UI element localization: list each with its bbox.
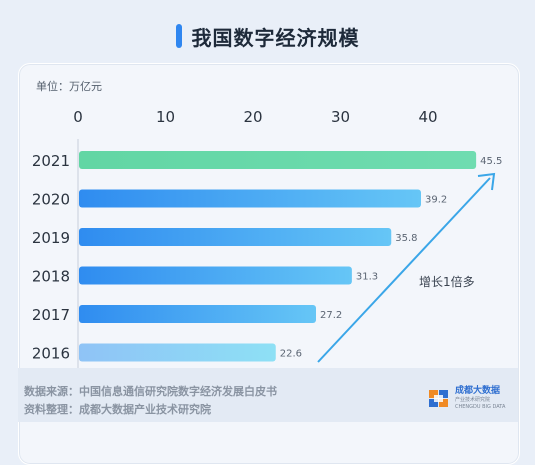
category-label: 2017 [32, 306, 70, 324]
title-area: 我国数字经济规模 [0, 18, 535, 54]
value-label: 39.2 [425, 195, 447, 206]
category-labels: 2021 2020 2019 2018 2017 2016 [32, 152, 70, 363]
category-label: 2019 [32, 229, 70, 247]
logo: 成都大数据 产业技术研究院 CHENGDU BIG DATA [428, 386, 508, 410]
x-tick-label: 30 [331, 108, 350, 126]
bar [79, 228, 392, 246]
compiler-text: 资料整理：成都大数据产业技术研究院 [24, 403, 211, 416]
value-label: 27.2 [320, 310, 342, 321]
category-label: 2018 [32, 268, 70, 286]
x-axis-ticks: 0 10 20 30 40 [73, 108, 437, 126]
bar [79, 343, 276, 362]
bar [79, 305, 316, 323]
page-title: 我国数字经济规模 [191, 25, 360, 50]
x-tick-label: 0 [73, 108, 83, 126]
value-label: 35.8 [395, 233, 417, 244]
value-labels: 45.5 39.2 35.8 31.3 27.2 22.6 [280, 156, 503, 360]
value-label: 22.6 [280, 349, 302, 360]
data-source-text: 数据来源：中国信息通信研究院数字经济发展白皮书 [24, 385, 277, 398]
growth-arrow-line [317, 177, 491, 363]
category-label: 2020 [32, 191, 70, 209]
growth-annotation: 增长1倍多 [317, 172, 496, 363]
x-tick-label: 10 [156, 108, 175, 126]
value-label: 31.3 [356, 272, 378, 283]
bar [79, 189, 421, 208]
bar-chart: 0 10 20 30 40 2021 2020 2019 2018 2017 2016 45.5 3… [32, 108, 503, 372]
x-tick-label: 40 [418, 108, 437, 126]
unit-label: 单位：万亿元 [36, 80, 102, 93]
logo-subtitle: 产业技术研究院 [455, 396, 491, 403]
x-tick-label: 20 [243, 108, 262, 126]
title-accent-bar [175, 24, 182, 48]
bar [79, 266, 352, 285]
value-label: 45.5 [480, 156, 502, 167]
bars [79, 151, 477, 362]
growth-arrow-head-icon [477, 172, 496, 191]
category-label: 2016 [32, 345, 70, 363]
category-label: 2021 [32, 152, 70, 170]
growth-annotation-text: 增长1倍多 [419, 274, 475, 289]
logo-name: 成都大数据 [455, 385, 501, 396]
logo-mark-icon [428, 387, 452, 409]
logo-tagline: CHENGDU BIG DATA [455, 403, 506, 410]
bar [79, 151, 477, 169]
